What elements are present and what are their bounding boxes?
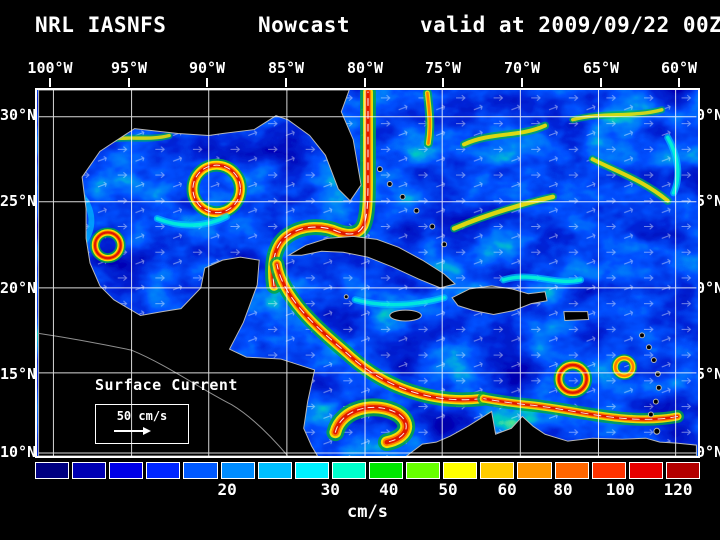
colorbar-tick-label: 30 bbox=[320, 480, 340, 499]
axis-tick bbox=[442, 78, 444, 87]
hispaniola-south-eddy bbox=[553, 359, 593, 399]
island-dot bbox=[376, 166, 383, 173]
axis-tick bbox=[521, 78, 523, 87]
colorbar-tick-label: 60 bbox=[497, 480, 517, 499]
current-streak bbox=[450, 192, 557, 233]
colorbar-tick-label: 120 bbox=[663, 480, 693, 499]
puerto-rico-land bbox=[563, 311, 590, 321]
colorbar-segment bbox=[294, 462, 329, 479]
puerto-rico-south-eddy bbox=[611, 354, 638, 380]
island-dot bbox=[652, 398, 659, 405]
colorbar-segment bbox=[591, 462, 626, 479]
land-masses bbox=[38, 90, 697, 456]
colorbar bbox=[35, 462, 700, 479]
lon-tick-label: 75°W bbox=[424, 59, 462, 77]
colorbar-tick-label: 50 bbox=[438, 480, 458, 499]
gulf-ring-eddy bbox=[186, 158, 247, 220]
surface-current-label: Surface Current bbox=[95, 376, 238, 394]
current-field-map bbox=[38, 90, 697, 456]
scale-arrow-icon bbox=[114, 427, 151, 435]
current-streak bbox=[422, 90, 435, 148]
island-dot bbox=[653, 427, 661, 435]
current-streak bbox=[588, 155, 672, 205]
scale-value: 50 cm/s bbox=[116, 409, 168, 423]
valid-time: valid at 2009/09/22 00Z bbox=[420, 13, 720, 37]
current-streak bbox=[500, 273, 585, 285]
colorbar-segment bbox=[72, 462, 107, 479]
jamaica-land bbox=[389, 309, 422, 322]
lat-tick-label: 15°N bbox=[0, 365, 37, 383]
lon-tick-label: 100°W bbox=[27, 59, 73, 77]
current-streak bbox=[153, 213, 231, 229]
cuba-land bbox=[287, 235, 457, 289]
product-type: Nowcast bbox=[258, 13, 351, 37]
island-dot bbox=[647, 411, 654, 418]
colorbar-tick-label: 40 bbox=[379, 480, 399, 499]
major-currents bbox=[90, 92, 678, 442]
lat-tick-label: 30°N bbox=[0, 106, 37, 124]
colorbar-segment bbox=[368, 462, 404, 479]
axis-tick bbox=[49, 78, 51, 87]
axis-tick bbox=[600, 78, 602, 87]
island-dot bbox=[429, 223, 436, 230]
colorbar-segment bbox=[257, 462, 292, 479]
current-streak bbox=[351, 294, 448, 309]
colorbar-tick-label: 20 bbox=[217, 480, 237, 499]
colorbar-segment bbox=[331, 462, 366, 479]
scale-legend: 50 cm/s bbox=[95, 404, 189, 444]
pacific-coastline bbox=[38, 332, 289, 456]
island-dot bbox=[639, 332, 645, 339]
colorbar-tick-label: 80 bbox=[553, 480, 573, 499]
island-dot bbox=[343, 294, 349, 300]
colorbar-tick-label: 100 bbox=[605, 480, 635, 499]
colorbar-segment bbox=[109, 462, 144, 479]
colorbar-segment bbox=[665, 462, 700, 479]
lon-tick-label: 90°W bbox=[188, 59, 226, 77]
colorbar-unit: cm/s bbox=[347, 502, 388, 522]
colorbar-segment bbox=[443, 462, 478, 479]
colorbar-segment bbox=[183, 462, 218, 479]
current-streak bbox=[459, 121, 550, 149]
colorbar-segment bbox=[628, 462, 663, 479]
axis-tick bbox=[128, 78, 130, 87]
island-dot bbox=[413, 207, 420, 214]
model-name: NRL IASNFS bbox=[35, 13, 167, 37]
colorbar-segment bbox=[480, 462, 515, 479]
colorbar-segment bbox=[554, 462, 589, 479]
colorbar-segment bbox=[35, 462, 70, 479]
lon-tick-label: 70°W bbox=[503, 59, 541, 77]
axis-tick bbox=[678, 78, 680, 87]
lon-tick-label: 95°W bbox=[110, 59, 148, 77]
colorbar-segment bbox=[146, 462, 181, 479]
graticule bbox=[38, 90, 697, 456]
island-dot bbox=[386, 181, 393, 187]
colorbar-labels: 20 30 40 50 60 80 100 120 bbox=[35, 480, 700, 499]
island-dot bbox=[650, 357, 657, 364]
colorbar-segment bbox=[220, 462, 255, 479]
island-dot bbox=[654, 370, 661, 377]
hispaniola-land bbox=[451, 285, 548, 316]
north-central-america-land bbox=[38, 90, 362, 456]
lat-tick-label: 10°N bbox=[0, 443, 37, 461]
lat-tick-label: 25°N bbox=[0, 192, 37, 210]
island-dot bbox=[655, 384, 662, 391]
lon-tick-label: 60°W bbox=[660, 59, 698, 77]
west-gulf-eddy bbox=[90, 227, 126, 264]
lon-tick-label: 85°W bbox=[267, 59, 305, 77]
axis-tick bbox=[285, 78, 287, 87]
south-america-land bbox=[405, 410, 697, 456]
colorbar-segment bbox=[406, 462, 441, 479]
island-dot bbox=[645, 344, 652, 351]
axis-tick bbox=[206, 78, 208, 87]
lon-tick-label: 65°W bbox=[582, 59, 620, 77]
lat-tick-label: 20°N bbox=[0, 279, 37, 297]
map-plot-area: Surface Current 50 cm/s bbox=[35, 88, 700, 458]
lon-tick-label: 80°W bbox=[346, 59, 384, 77]
colorbar-segment bbox=[517, 462, 552, 479]
island-dot bbox=[399, 193, 406, 200]
axis-tick bbox=[364, 78, 366, 87]
current-streak bbox=[569, 106, 666, 124]
